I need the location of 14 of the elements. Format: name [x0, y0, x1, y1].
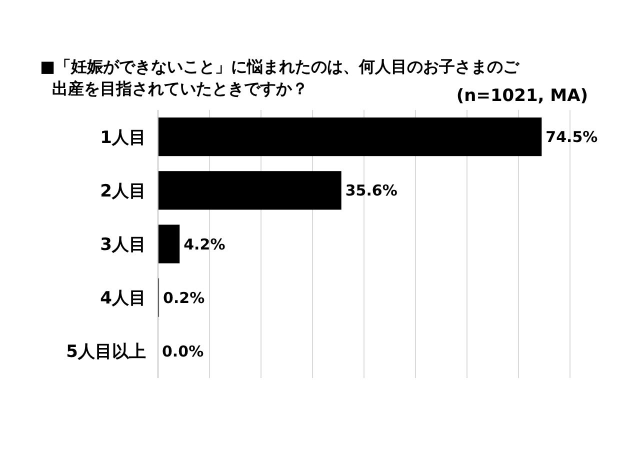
y-tick-label: 1人目 — [100, 128, 146, 148]
chart-subtitle: (n=1021, MA) — [456, 86, 588, 106]
data-label: 74.5% — [546, 128, 598, 146]
data-label: 0.2% — [163, 288, 205, 307]
bar — [158, 171, 342, 210]
data-label: 0.0% — [162, 342, 204, 360]
y-tick-label: 4人目 — [100, 288, 146, 309]
data-label: 4.2% — [184, 235, 226, 254]
y-tick-label: 3人目 — [100, 234, 146, 255]
bar — [158, 224, 180, 264]
data-label: 35.6% — [345, 182, 398, 200]
y-tick-label: 5人目以上 — [66, 342, 146, 362]
y-tick-label: 2人目 — [100, 181, 146, 202]
bar — [158, 118, 542, 156]
